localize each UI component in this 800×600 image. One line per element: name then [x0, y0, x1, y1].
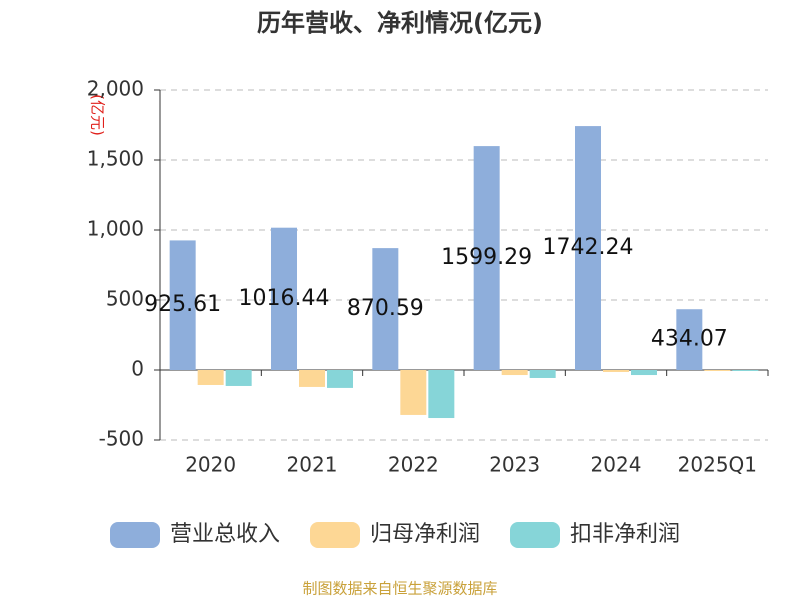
- y-tick-label: -500: [99, 427, 144, 451]
- bar: [575, 126, 601, 371]
- y-tick-label: 0: [131, 357, 144, 381]
- x-tick-label: 2024: [591, 453, 642, 477]
- legend-swatch: [110, 522, 160, 548]
- bar: [428, 370, 455, 419]
- bar: [501, 370, 528, 376]
- legend-label: 扣非净利润: [570, 522, 680, 547]
- y-tick-label: 500: [106, 287, 144, 311]
- y-tick-label: 1,000: [87, 217, 144, 241]
- y-tick-label: 2,000: [87, 77, 144, 101]
- bar: [704, 370, 731, 371]
- bar: [372, 248, 399, 370]
- data-label: 925.61: [144, 292, 221, 317]
- x-tick-label: 2021: [287, 453, 338, 477]
- data-label: 1016.44: [239, 286, 330, 311]
- x-tick-label: 2020: [185, 453, 236, 477]
- x-tick-label: 2025Q1: [678, 453, 757, 477]
- y-axis-label: (亿元): [89, 94, 107, 136]
- bar: [327, 370, 353, 388]
- legend-swatch: [310, 522, 360, 548]
- bar: [169, 240, 196, 370]
- data-label: 1742.24: [543, 235, 634, 260]
- bar: [676, 309, 703, 370]
- bar: [473, 146, 500, 370]
- bar: [271, 227, 297, 370]
- bar: [631, 370, 657, 376]
- bar: [400, 370, 427, 415]
- bar: [603, 370, 629, 372]
- bar: [529, 370, 556, 378]
- bar: [299, 370, 325, 387]
- legend-label: 营业总收入: [170, 522, 280, 547]
- chart-title: 历年营收、净利情况(亿元): [257, 9, 543, 37]
- y-tick-label: 1,500: [87, 147, 144, 171]
- data-label: 870.59: [347, 296, 424, 321]
- x-tick-label: 2023: [489, 453, 540, 477]
- data-label: 1599.29: [441, 245, 532, 270]
- bar: [225, 370, 252, 386]
- legend-label: 归母净利润: [370, 522, 480, 547]
- legend-swatch: [510, 522, 560, 548]
- bar: [732, 370, 759, 371]
- bar: [197, 370, 224, 385]
- x-tick-label: 2022: [388, 453, 439, 477]
- data-label: 434.07: [651, 327, 728, 352]
- source-note: 制图数据来自恒生聚源数据库: [302, 580, 497, 598]
